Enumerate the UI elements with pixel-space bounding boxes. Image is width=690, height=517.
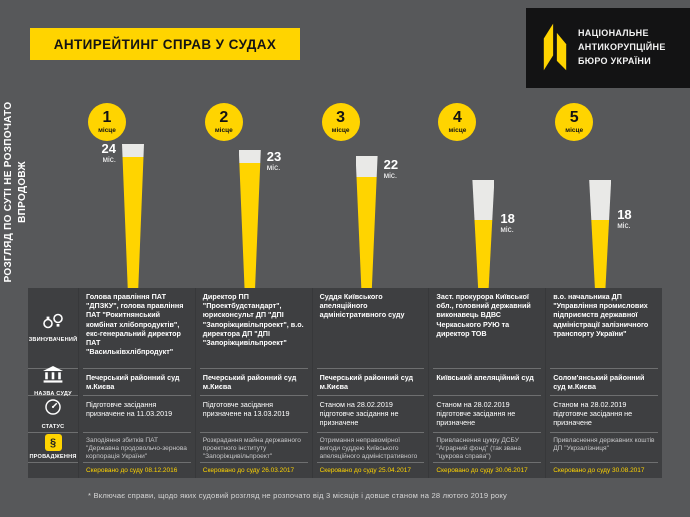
- bar-chart: 1 місце 24 міс. 2 місце: [78, 95, 662, 288]
- bar-yellow-segment: [589, 220, 612, 288]
- bar-yellow-segment: [472, 220, 495, 288]
- logo-line: НАЦІОНАЛЬНЕ: [578, 28, 649, 39]
- court-text: Солом'янський районний суд м.Києва: [550, 368, 658, 395]
- bar-value-label: 24 міс.: [101, 141, 116, 164]
- row-label-spacer: [28, 462, 78, 478]
- rank-place-label: місце: [565, 127, 584, 134]
- bar-gray-segment: [589, 180, 612, 220]
- bar: 22 міс.: [355, 156, 398, 288]
- nabu-emblem-icon: [541, 20, 569, 77]
- page-title-banner: АНТИРЕЙТИНГ СПРАВ У СУДАХ: [30, 28, 300, 60]
- bar: 24 міс.: [102, 142, 144, 288]
- sent-to-court-text: Скеровано до суду 08.12.2016: [83, 462, 191, 478]
- status-text: Станом на 28.02.2019 підготовче засіданн…: [550, 395, 658, 432]
- row-label-status: СТАТУС: [28, 395, 78, 432]
- status-text: Підготовче засідання призначене на 11.03…: [83, 395, 191, 432]
- bar-gray-segment: [238, 150, 261, 163]
- sent-to-court-text: Скеровано до суду 26.03.2017: [199, 462, 308, 478]
- rank-number: 2: [219, 109, 229, 126]
- rank-badge: 4 місце: [438, 103, 477, 141]
- bar-gray-segment: [122, 144, 144, 157]
- sent-to-court-text: Скеровано до суду 25.04.2017: [316, 462, 425, 478]
- chart-column-4: 4 місце 18 міс.: [428, 95, 545, 288]
- rank-number: 4: [452, 109, 462, 126]
- court-text: Печерський районний суд м.Києва: [199, 368, 308, 395]
- rank-number: 5: [569, 109, 579, 126]
- case-column-3: Суддя Київського апеляційного адміністра…: [311, 288, 429, 478]
- row-label-accused: ЗВИНУВАЧЕНИЙ: [28, 288, 78, 368]
- rank-badge: 3 місце: [321, 103, 360, 141]
- court-building-icon: [43, 366, 63, 388]
- nabu-logo: НАЦІОНАЛЬНЕ АНТИКОРУПЦІЙНЕ БЮРО УКРАЇНИ: [526, 8, 690, 88]
- accused-text: Заст. прокурора Київської обл., головний…: [436, 292, 531, 338]
- bar-gray-segment: [355, 156, 378, 177]
- rank-place-label: місце: [448, 127, 467, 134]
- accused-text: в.о. начальника ДП "Управління промислов…: [553, 292, 649, 338]
- logo-line: БЮРО УКРАЇНИ: [578, 55, 651, 66]
- details-panel: ЗВИНУВАЧЕНИЙ НАЗВА СУДУ: [28, 288, 662, 478]
- case-text: Розкрадання майна державного проектного …: [199, 432, 308, 462]
- bar-yellow-segment: [238, 163, 261, 288]
- status-text: Станом на 28.02.2019 підготовче засіданн…: [433, 395, 542, 432]
- case-text: Привласнення цукру ДСБУ "Аграрний фонд" …: [433, 432, 542, 462]
- rank-number: 3: [336, 109, 346, 126]
- y-axis-label: РОЗГЛЯД ПО СУТІ НЕ РОЗПОЧАТО ВПРОДОВЖ: [3, 101, 28, 283]
- case-icon: §: [44, 434, 62, 452]
- bar-yellow-segment: [355, 177, 378, 288]
- bar: 23 міс.: [238, 150, 281, 288]
- status-text: Підготовче засідання призначене на 13.03…: [199, 395, 308, 432]
- court-text: Печерський районний суд м.Києва: [316, 368, 425, 395]
- sent-to-court-text: Скеровано до суду 30.08.2017: [550, 462, 658, 478]
- bar-value-label: 23 міс.: [266, 149, 282, 172]
- bar-value-label: 18 міс.: [500, 211, 515, 234]
- page-title: АНТИРЕЙТИНГ СПРАВ У СУДАХ: [53, 36, 277, 52]
- case-text: Заподіяння збитків ПАТ "Державна продово…: [83, 432, 191, 462]
- case-text: Отримання неправомірної вигоди суддею Ки…: [316, 432, 425, 462]
- rank-badge: 2 місце: [204, 103, 243, 141]
- case-text: Привласнення державних коштів ДП "Укрзал…: [550, 432, 658, 462]
- bar-yellow-segment: [122, 157, 144, 288]
- footnote: * Включає справи, щодо яких судовий розг…: [88, 491, 508, 500]
- accused-text: Суддя Київського апеляційного адміністра…: [319, 292, 405, 320]
- case-column-5: в.о. начальника ДП "Управління промислов…: [545, 288, 662, 478]
- sent-to-court-text: Скеровано до суду 30.06.2017: [433, 462, 542, 478]
- logo-line: АНТИКОРУПЦІЙНЕ: [578, 42, 666, 53]
- gauge-icon: [44, 398, 62, 421]
- rank-place-label: місце: [214, 127, 233, 134]
- handcuffs-icon: [42, 313, 64, 334]
- chart-column-3: 3 місце 22 міс.: [312, 95, 429, 288]
- chart-column-2: 2 місце 23 міс.: [195, 95, 312, 288]
- rank-place-label: місце: [331, 127, 350, 134]
- case-column-4: Заст. прокурора Київської обл., головний…: [428, 288, 545, 478]
- chart-column-1: 1 місце 24 міс.: [78, 95, 195, 288]
- bar-gray-segment: [472, 180, 495, 220]
- bar-value-label: 22 міс.: [383, 157, 399, 180]
- nabu-logo-text: НАЦІОНАЛЬНЕ АНТИКОРУПЦІЙНЕ БЮРО УКРАЇНИ: [578, 27, 666, 69]
- row-label-case: § ПРОВАДЖЕННЯ: [28, 432, 78, 462]
- bar-value-label: 18 міс.: [617, 207, 632, 230]
- rank-number: 1: [102, 109, 112, 126]
- rank-badge: 5 місце: [555, 103, 594, 141]
- accused-text: Голова правління ПАТ "ДПЗКУ", голова пра…: [86, 292, 184, 357]
- rank-place-label: місце: [98, 127, 116, 134]
- chart-column-5: 5 місце 18 міс.: [545, 95, 662, 288]
- bar: 18 міс.: [472, 180, 515, 288]
- rank-badge: 1 місце: [88, 103, 126, 141]
- case-column-1: Голова правління ПАТ "ДПЗКУ", голова пра…: [78, 288, 195, 478]
- status-text: Станом на 28.02.2019 підготовче засіданн…: [316, 395, 425, 432]
- court-text: Печерський районний суд м.Києва: [83, 368, 191, 395]
- row-label-rail: ЗВИНУВАЧЕНИЙ НАЗВА СУДУ: [28, 288, 78, 478]
- case-column-2: Директор ПП "Проектбудстандарт", юрискон…: [194, 288, 312, 478]
- court-text: Київський апеляційний суд: [433, 368, 542, 395]
- accused-text: Директор ПП "Проектбудстандарт", юрискон…: [202, 292, 304, 348]
- bar: 18 міс.: [589, 180, 632, 288]
- row-label-court: НАЗВА СУДУ: [28, 366, 78, 397]
